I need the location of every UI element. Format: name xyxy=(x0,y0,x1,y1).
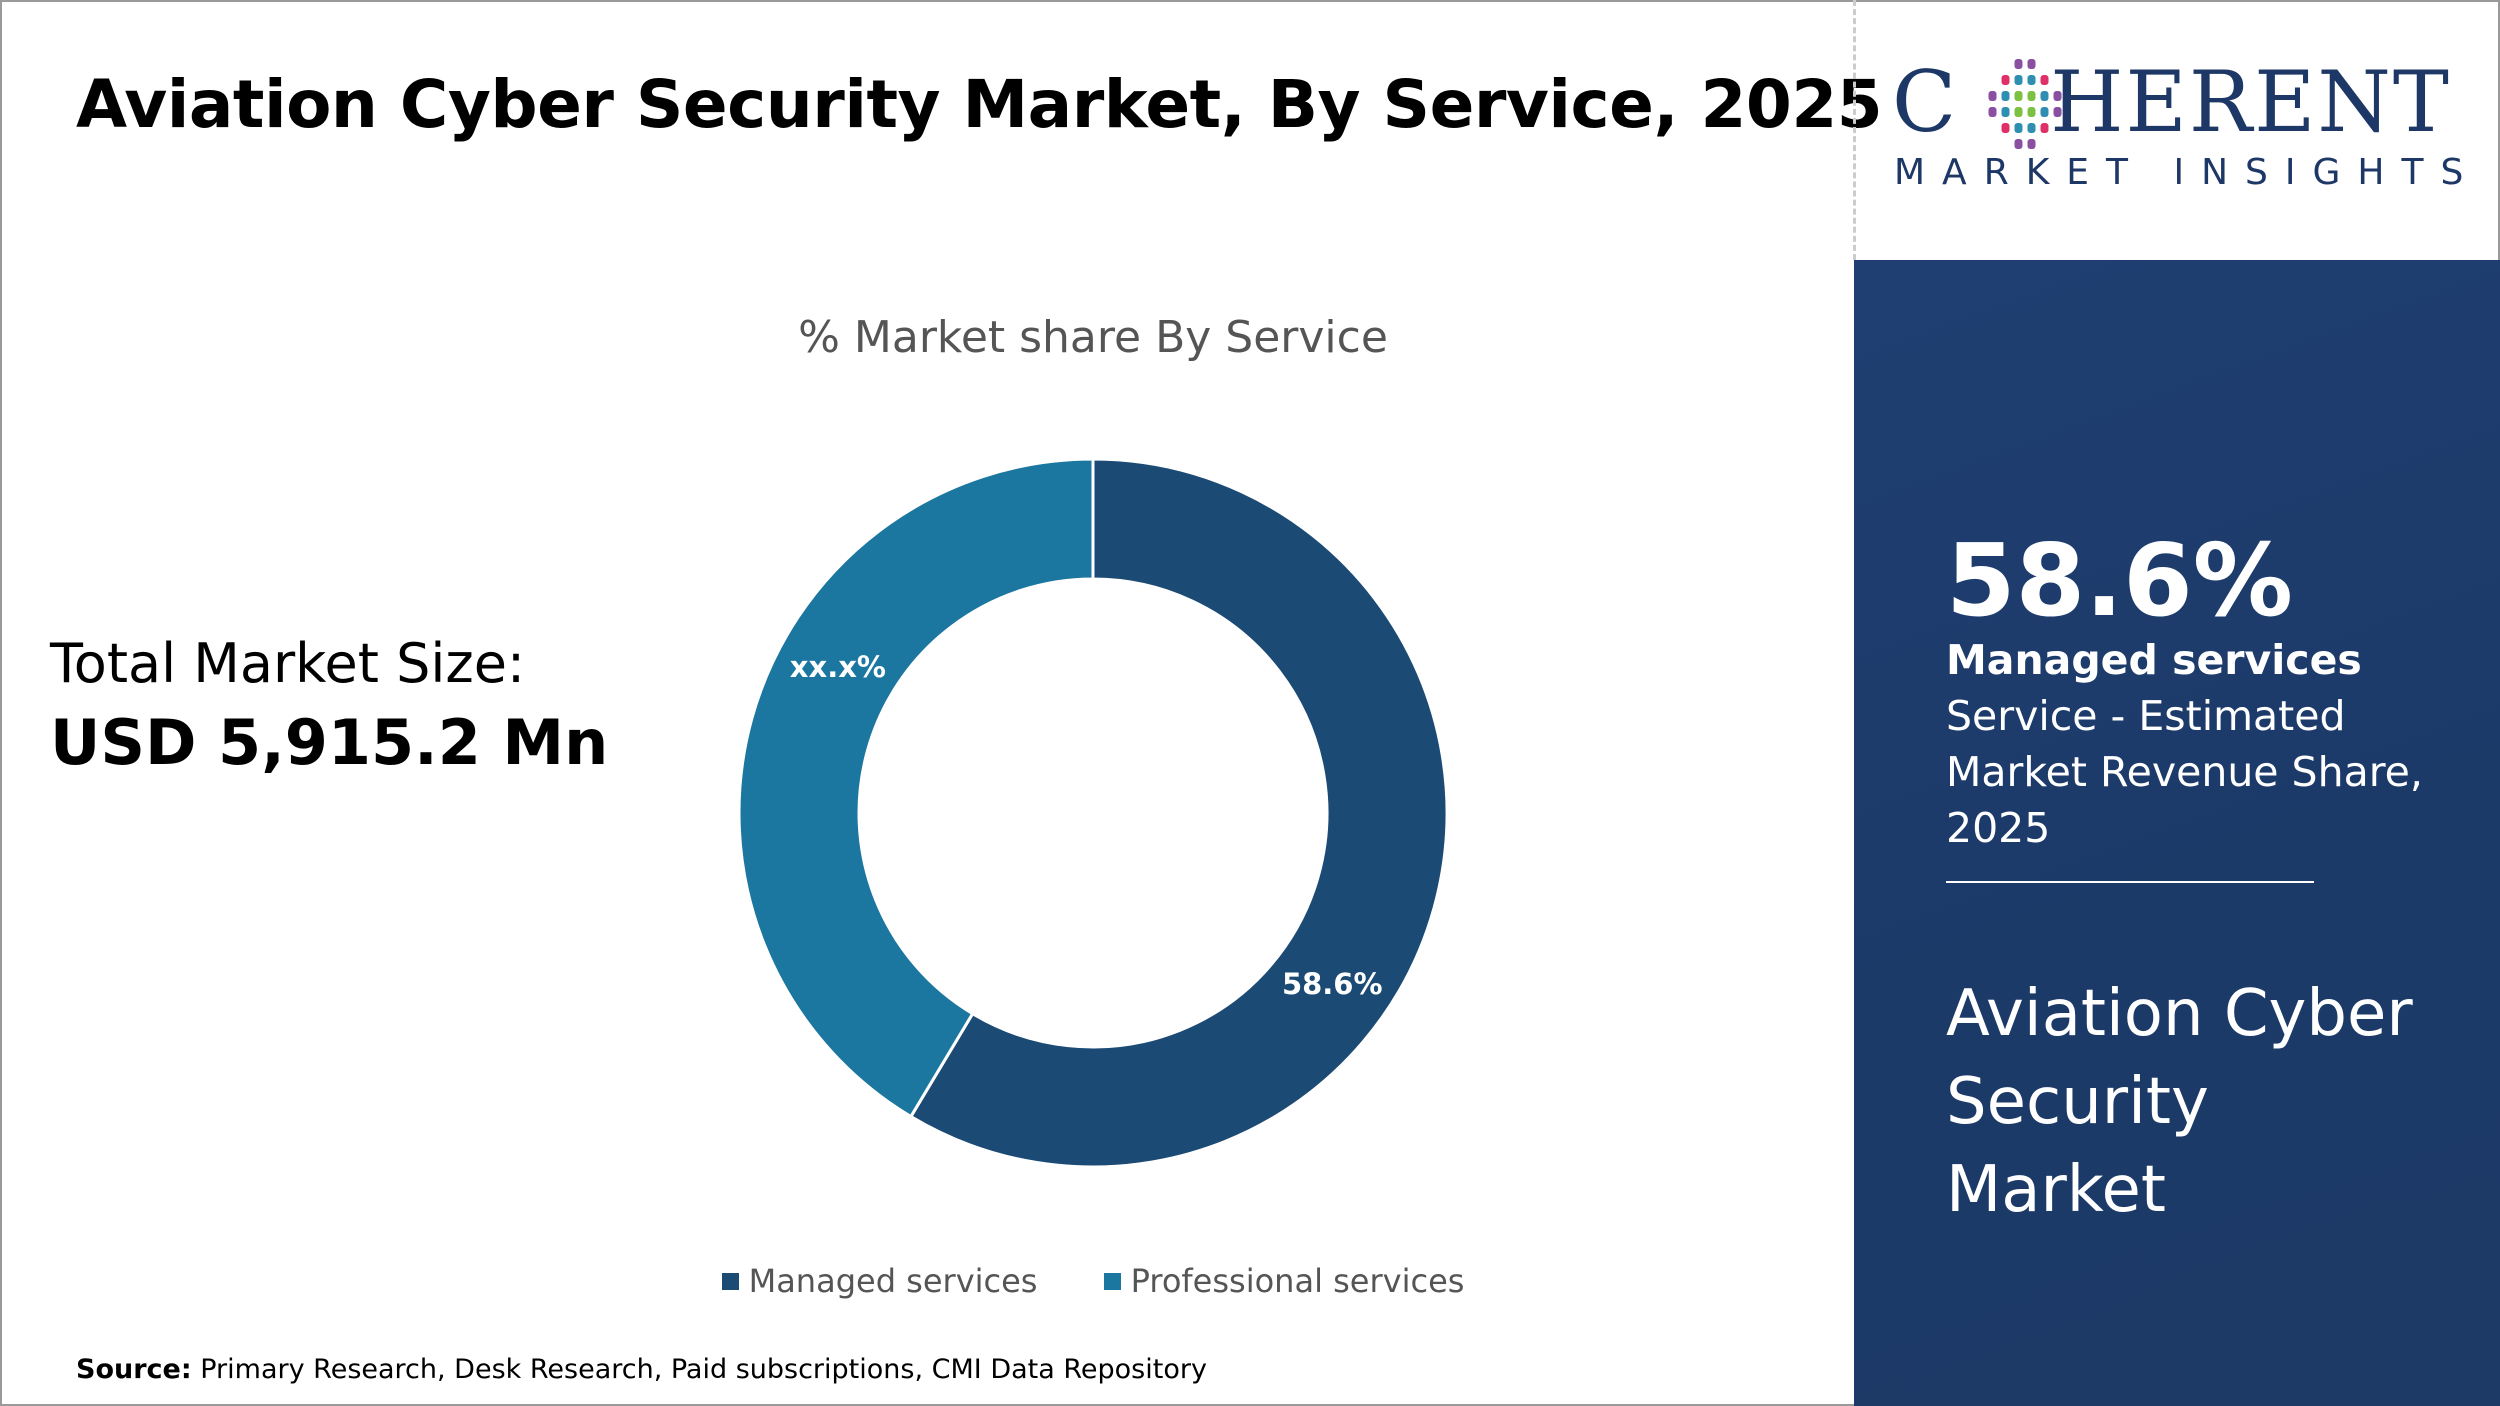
logo-subtitle: MARKET INSIGHTS xyxy=(1894,152,2481,193)
legend-label: Managed services xyxy=(748,1262,1038,1300)
logo-dot xyxy=(2040,123,2049,133)
chart-title: % Market share By Service xyxy=(798,312,1388,363)
total-market-value: USD 5,915.2 Mn xyxy=(50,706,609,779)
logo-dot xyxy=(2027,91,2036,101)
logo-dot xyxy=(2014,107,2023,117)
source-label: Source: xyxy=(76,1354,192,1385)
chart-legend: Managed services Professional services xyxy=(0,1262,2186,1300)
logo-dot xyxy=(2040,107,2049,117)
logo-dot xyxy=(2001,75,2010,85)
legend-swatch xyxy=(721,1273,739,1290)
logo-dot xyxy=(2027,123,2036,133)
donut-slice-managed xyxy=(908,457,1449,1169)
data-label: 58.6% xyxy=(1282,967,1383,1001)
source-text: Primary Research, Desk Research, Paid su… xyxy=(191,1354,1207,1385)
highlight-desc-text: Service - Estimated Market Revenue Share… xyxy=(1946,692,2423,852)
coherent-logo: C HERENT MARKET INSIGHTS xyxy=(1880,59,2481,200)
data-label: xx.x% xyxy=(790,650,886,684)
page-title: Aviation Cyber Security Market, By Servi… xyxy=(76,66,1883,143)
highlight-description: Managed services Service - Estimated Mar… xyxy=(1946,632,2466,856)
highlight-percent: 58.6% xyxy=(1946,522,2293,639)
legend-item-professional: Professional services xyxy=(1103,1262,1465,1300)
logo-dot xyxy=(2027,139,2036,149)
logo-dot xyxy=(2014,139,2023,149)
logo-dot xyxy=(2053,91,2062,101)
highlight-panel: 58.6% Managed services Service - Estimat… xyxy=(1854,260,2500,1406)
legend-label: Professional services xyxy=(1130,1262,1465,1300)
logo-dot xyxy=(2014,59,2023,69)
logo-dot xyxy=(2014,91,2023,101)
logo-dot xyxy=(2001,107,2010,117)
logo-dot xyxy=(2027,75,2036,85)
legend-item-managed: Managed services xyxy=(721,1262,1038,1300)
source-note: Source: Primary Research, Desk Research,… xyxy=(76,1354,1207,1385)
logo-dot xyxy=(2001,91,2010,101)
logo-dot xyxy=(1988,91,1997,101)
logo-dot xyxy=(2053,107,2062,117)
logo-dot xyxy=(1988,107,1997,117)
donut-slice-professional xyxy=(737,457,1095,1119)
highlight-segment: Managed services xyxy=(1946,636,2362,684)
legend-swatch xyxy=(1103,1273,1121,1290)
logo-dot xyxy=(2014,123,2023,133)
logo-dot xyxy=(2027,59,2036,69)
logo-dot xyxy=(2040,75,2049,85)
logo-globe-icon xyxy=(1988,59,2062,149)
panel-divider xyxy=(1946,881,2314,883)
logo-dot xyxy=(2001,123,2010,133)
logo-dot xyxy=(2027,107,2036,117)
header-divider xyxy=(1853,0,1856,260)
logo-dot xyxy=(2014,75,2023,85)
total-market-label: Total Market Size: xyxy=(50,632,526,695)
logo-dot xyxy=(2040,91,2049,101)
market-name: Aviation Cyber Security Market xyxy=(1946,977,2413,1227)
donut-chart: 58.6% xx.x% xyxy=(737,457,1449,1169)
